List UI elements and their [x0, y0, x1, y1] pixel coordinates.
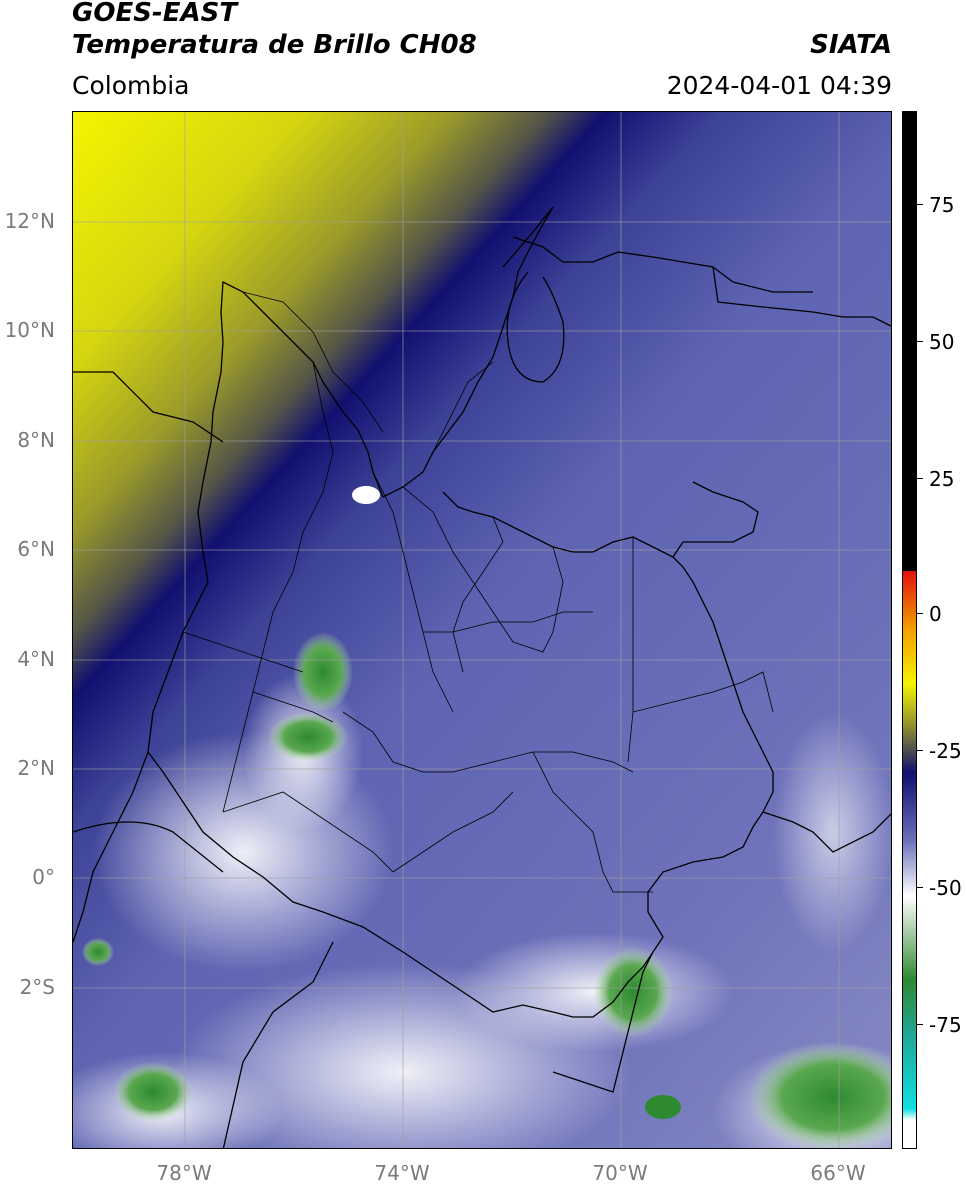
lat-label-2S: 2°S [19, 975, 55, 999]
lon-label-78W: 78°W [156, 1161, 212, 1185]
colorbar-label-75: 75 [929, 193, 955, 217]
peru-brazil-border [552, 951, 654, 1093]
colorbar-tick [917, 1024, 923, 1025]
colorbar-tick [917, 341, 923, 342]
colorbar-label-neg75: -75 [929, 1013, 962, 1037]
colorbar-tick [917, 478, 923, 479]
satellite-name: GOES-EAST [72, 0, 238, 28]
colorbar-tick [917, 613, 923, 614]
colorbar-tick [917, 887, 923, 888]
lat-label-6N: 6°N [17, 537, 55, 561]
colorbar-label-0: 0 [929, 602, 942, 626]
lat-label-10N: 10°N [4, 318, 55, 342]
lon-label-70W: 70°W [592, 1161, 648, 1185]
cloud-features [73, 486, 891, 1148]
colorbar-tick [917, 204, 923, 205]
product-title: Temperatura de Brillo CH08 [72, 30, 477, 60]
colorbar-label-neg25: -25 [929, 739, 962, 763]
lat-label-12N: 12°N [4, 209, 55, 233]
colorbar-label-neg50: -50 [929, 876, 962, 900]
temperature-colorbar [902, 111, 917, 1149]
organization-label: SIATA [810, 30, 892, 60]
ecuador-peru-border [73, 751, 149, 943]
lat-label-4N: 4°N [17, 647, 55, 671]
lon-label-74W: 74°W [374, 1161, 430, 1185]
satellite-map[interactable] [72, 111, 892, 1149]
graticule [73, 112, 891, 1148]
venezuela-brazil-border [672, 481, 759, 558]
lon-label-66W: 66°W [810, 1161, 866, 1185]
region-label: Colombia [72, 71, 190, 100]
country-boundaries [73, 206, 891, 1148]
colombia-border [147, 206, 774, 1018]
venezuela-coast [512, 236, 891, 327]
colorbar-label-25: 25 [929, 467, 955, 491]
colorbar-tick [917, 750, 923, 751]
colorbar-label-50: 50 [929, 330, 955, 354]
department-boundaries [182, 291, 774, 893]
lat-label-2N: 2°N [17, 756, 55, 780]
lat-label-8N: 8°N [17, 428, 55, 452]
timestamp-label: 2024-04-01 04:39 [666, 71, 892, 100]
lat-label-0: 0° [32, 865, 55, 889]
